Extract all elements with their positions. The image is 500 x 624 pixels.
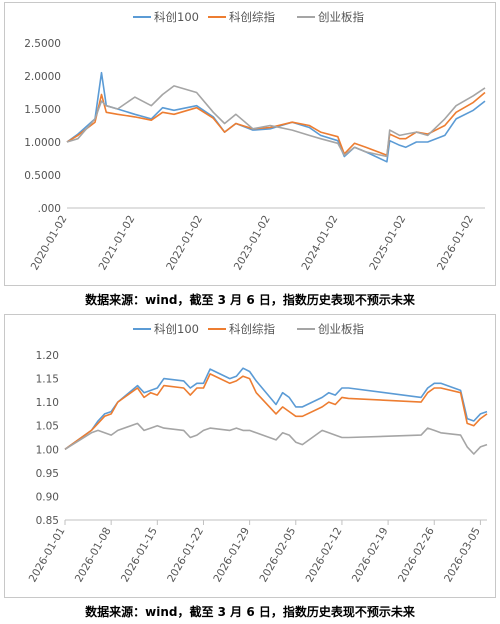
chart-panel-bottom: 科创100 科创综指 创业板指 0.85 0.90 0.95 1.00 1.05 1.10 1.1… — [4, 314, 496, 598]
y-axis: .000 0.5000 1.0000 1.5000 2.0000 2.5000 — [24, 38, 61, 215]
x-tick-label: 2021-01-02 — [97, 214, 138, 273]
y-tick-label: 1.00 — [36, 444, 59, 456]
y-tick-label: 1.05 — [36, 421, 59, 433]
x-tick-label: 2026-02-26 — [396, 525, 437, 584]
series-line-1 — [66, 91, 486, 156]
x-tick-label: 2026-01-22 — [165, 526, 206, 585]
series-line-0 — [64, 367, 488, 450]
legend-label-2: 创业板指 — [318, 10, 364, 24]
x-tick-label: 2026-01-08 — [73, 526, 114, 585]
legend: 科创100 科创综指 创业板指 — [133, 322, 364, 336]
source-caption-top: 数据来源：wind，截至 3 月 6 日，指数历史表现不预示未来 — [85, 293, 415, 307]
y-tick-label: 0.90 — [36, 491, 59, 503]
chart-panel-top: 科创100 科创综指 创业板指 .000 0.5000 1.0000 1.5000 2.00… — [4, 2, 496, 286]
x-tick-label: 2024-01-02 — [300, 214, 341, 273]
legend-label-1: 科创综指 — [229, 10, 275, 24]
y-tick-label: .000 — [38, 203, 61, 215]
series-line-2 — [66, 85, 486, 158]
x-tick-label: 2026-01-02 — [435, 214, 476, 273]
legend-label-1: 科创综指 — [229, 322, 275, 336]
y-tick-label: 1.5000 — [24, 104, 61, 116]
x-tick-label: 2026-02-12 — [304, 526, 345, 585]
x-tick-label: 2023-01-02 — [232, 214, 273, 273]
source-caption-bottom: 数据来源：wind，截至 3 月 6 日，指数历史表现不预示未来 — [85, 605, 415, 619]
chart-bottom: 科创100 科创综指 创业板指 0.85 0.90 0.95 1.00 1.05 1.10 1.1… — [27, 322, 488, 584]
x-tick-label: 2026-03-05 — [442, 526, 483, 585]
y-tick-label: 0.5000 — [24, 170, 61, 182]
legend-label-2: 创业板指 — [318, 322, 364, 336]
y-tick-label: 2.0000 — [24, 71, 61, 83]
series-line-0 — [66, 71, 486, 163]
x-tick-label: 2026-02-19 — [350, 526, 391, 585]
x-tick-label: 2026-01-15 — [119, 526, 160, 585]
y-tick-label: 0.95 — [36, 468, 59, 480]
x-axis: 2026-01-01 2026-01-08 2026-01-15 2026-01-22… — [27, 520, 483, 584]
x-tick-label: 2020-01-02 — [29, 214, 70, 273]
chart-top: 科创100 科创综指 创业板指 .000 0.5000 1.0000 1.5000 2.00… — [24, 10, 486, 273]
x-axis: 2020-01-02 2021-01-02 2022-01-02 2023-01-02… — [29, 214, 476, 273]
y-tick-label: 1.0000 — [24, 137, 61, 149]
x-tick-label: 2026-01-29 — [211, 526, 252, 585]
y-tick-label: 1.10 — [36, 397, 59, 409]
y-tick-label: 1.15 — [36, 374, 59, 386]
y-tick-label: 1.20 — [36, 350, 59, 362]
y-tick-label: 0.85 — [36, 515, 59, 527]
series-line-2 — [64, 422, 488, 455]
x-tick-label: 2026-02-05 — [257, 526, 298, 585]
x-tick-label: 2025-01-02 — [367, 214, 408, 273]
series-line-1 — [64, 373, 488, 450]
legend: 科创100 科创综指 创业板指 — [133, 10, 364, 24]
legend-label-0: 科创100 — [154, 322, 199, 336]
y-tick-label: 2.5000 — [24, 38, 61, 50]
legend-label-0: 科创100 — [154, 10, 199, 24]
y-axis: 0.85 0.90 0.95 1.00 1.05 1.10 1.15 1.20 — [36, 350, 59, 527]
x-tick-label: 2026-01-01 — [27, 526, 68, 585]
x-tick-label: 2022-01-02 — [164, 214, 205, 273]
